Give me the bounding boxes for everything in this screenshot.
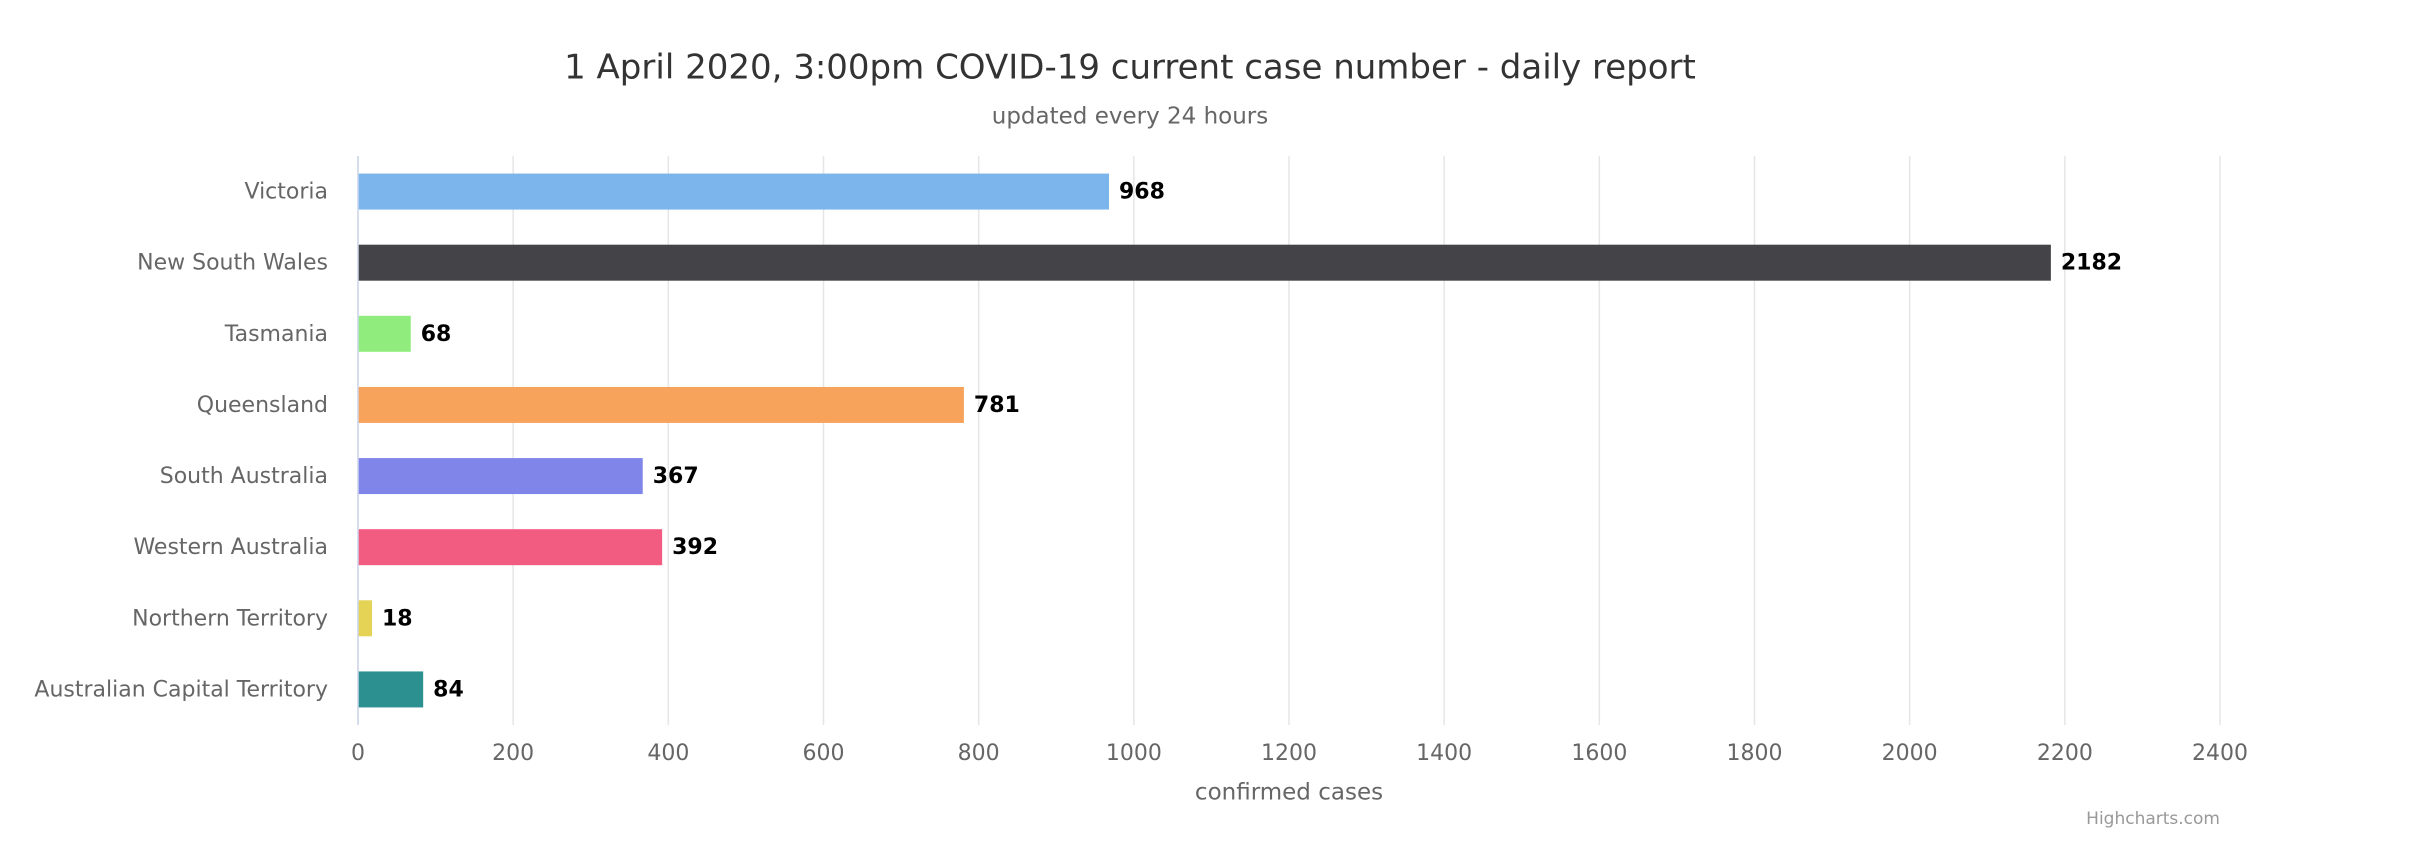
bar [358,386,964,423]
data-label: 68 [421,322,452,347]
bar [358,529,663,566]
x-tick-label: 200 [492,741,534,766]
data-label: 84 [433,677,464,702]
x-tick-label: 2200 [2037,741,2093,766]
x-tick-label: 2000 [1882,741,1938,766]
bars: Victoria 968 New South Wales 2182 Tasmania 68… [34,173,2122,708]
x-tick-label: 2400 [2192,741,2248,766]
y-tick-label: Western Australia [133,535,328,560]
bar [358,600,372,637]
x-tick-label: 800 [958,741,1000,766]
bar [358,315,411,352]
x-tick-label: 1400 [1416,741,1472,766]
x-tick-label: 0 [351,741,365,766]
x-tick-label: 1600 [1571,741,1627,766]
bar [358,458,643,495]
bar [358,173,1110,210]
x-tick-label: 400 [647,741,689,766]
bar [358,671,424,708]
data-label: 781 [974,393,1020,418]
data-label: 392 [672,535,718,560]
credits[interactable]: Highcharts.com [2086,809,2220,829]
data-label: 2182 [2061,251,2122,276]
bar [358,244,2051,281]
y-tick-label: Australian Capital Territory [34,677,328,702]
data-label: 968 [1119,180,1165,205]
x-tick-label: 1200 [1261,741,1317,766]
x-tick-label: 600 [803,741,845,766]
chart-subtitle: updated every 24 hours [992,104,1268,130]
y-tick-label: Tasmania [224,322,328,347]
x-axis-title: confirmed cases [1195,780,1383,806]
y-tick-label: New South Wales [137,251,328,276]
chart-title: 1 April 2020, 3:00pm COVID-19 current ca… [564,48,1696,88]
y-tick-label: Northern Territory [132,606,328,631]
x-tick-label: 1800 [1727,741,1783,766]
data-label: 18 [382,606,413,631]
y-tick-label: South Australia [160,464,328,489]
data-label: 367 [653,464,699,489]
x-tick-label: 1000 [1106,741,1162,766]
y-tick-label: Victoria [245,180,329,205]
y-tick-label: Queensland [197,393,328,418]
